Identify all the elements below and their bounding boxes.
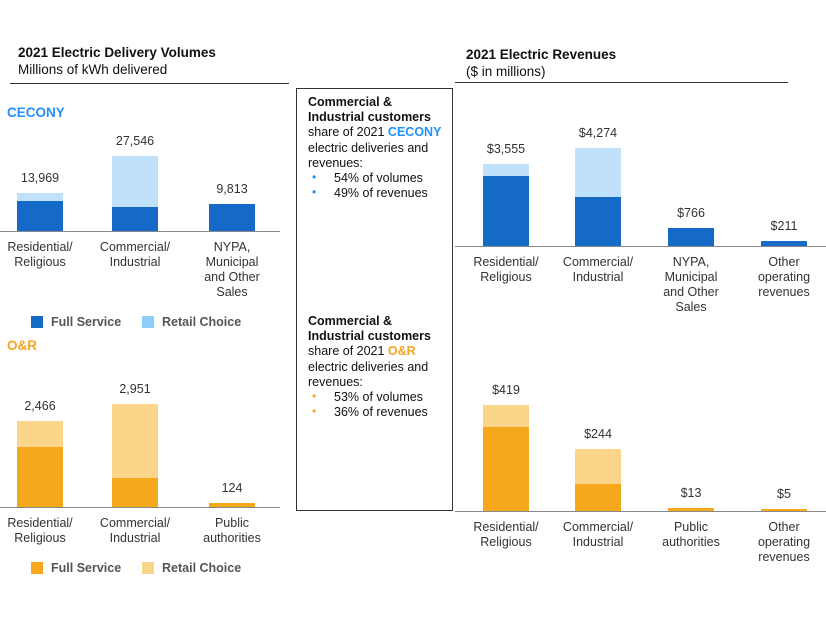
category-label: Commercial/ Industrial [562, 520, 634, 549]
bar-full-service [575, 196, 621, 246]
value-label: $5 [777, 487, 791, 501]
note-bullet: • 36% of revenues [312, 404, 428, 420]
bar-retail-choice [17, 192, 63, 202]
note-line: Commercial & [308, 314, 393, 328]
value-label: $211 [770, 219, 798, 234]
value-label: 27,546 [115, 134, 155, 148]
note-line: Industrial customers [308, 329, 431, 344]
cecony-label: CECONY [7, 105, 65, 120]
note-line: share of 2021 [308, 344, 388, 359]
bar-full-service [575, 483, 621, 511]
category-label: Residential/ Religious [473, 255, 539, 284]
value-label: $244 [584, 427, 612, 442]
legend-label: Retail Choice [162, 315, 242, 329]
legend-or-full: Full Service [31, 561, 121, 575]
note-bullet: • 53% of volumes [312, 389, 423, 405]
note-bullet: • 49% of revenues [312, 185, 428, 201]
category-label: Public authorities [662, 520, 720, 549]
value-label: $13 [680, 485, 702, 500]
legend-swatch [142, 316, 154, 328]
or-note: Commercial & Industrial customers share … [308, 314, 453, 420]
legend-cecony-retail: Retail Choice [142, 315, 241, 329]
category-label: NYPA, Municipal and Other Sales [204, 240, 260, 299]
legend-swatch [31, 562, 43, 574]
legend-swatch [31, 316, 43, 328]
note-line: electric deliveries and [308, 359, 429, 374]
note-line: Industrial customers [308, 110, 431, 125]
legend-or-retail: Retail Choice [142, 561, 241, 575]
bar-retail-choice [575, 449, 621, 484]
bar-full-service [112, 478, 158, 507]
note-line: Commercial & [308, 95, 393, 109]
x-axis [0, 231, 280, 232]
bar-full-service [483, 176, 529, 246]
bullet-text: 53% of volumes [334, 390, 423, 405]
value-label: $4,274 [578, 126, 618, 140]
left-title: 2021 Electric Delivery Volumes [18, 45, 216, 60]
bar-full-service [668, 507, 714, 511]
value-label: $3,555 [486, 142, 526, 157]
category-label: NYPA, Municipal and Other Sales [663, 255, 719, 314]
bullet-text: 54% of volumes [334, 171, 423, 186]
value-label: 124 [221, 480, 243, 495]
category-label: Residential/ Religious [7, 240, 73, 269]
bar-retail-choice [112, 156, 158, 208]
note-line: electric deliveries and [308, 140, 429, 155]
bar-full-service [483, 427, 529, 511]
value-label: 2,466 [24, 398, 56, 413]
left-divider [10, 83, 289, 84]
note-company: CECONY [387, 125, 442, 140]
category-label: Commercial/ Industrial [99, 516, 171, 545]
note-bullet: • 54% of volumes [312, 170, 423, 186]
category-label: Other operating revenues [757, 255, 811, 299]
bar-full-service [17, 201, 63, 231]
right-title: 2021 Electric Revenues [466, 47, 617, 62]
value-label: 13,969 [20, 170, 60, 185]
x-axis [455, 246, 826, 247]
category-label: Commercial/ Industrial [562, 255, 634, 284]
category-label: Residential/ Religious [7, 516, 73, 545]
bar-full-service [17, 446, 63, 507]
note-line: revenues: [308, 155, 363, 170]
bar-full-service [761, 509, 807, 511]
bar-retail-choice [575, 148, 621, 197]
value-label: 9,813 [216, 182, 248, 197]
category-label: Residential/ Religious [473, 520, 539, 549]
bar-retail-choice [17, 420, 63, 447]
legend-label: Retail Choice [162, 561, 242, 575]
bar-full-service [112, 207, 158, 231]
bar-full-service [761, 241, 807, 246]
category-label: Other operating revenues [757, 520, 811, 564]
bar-full-service [209, 204, 255, 231]
value-label: $766 [677, 206, 705, 221]
bar-retail-choice [483, 164, 529, 177]
bar-retail-choice [483, 405, 529, 427]
right-divider [455, 82, 788, 83]
value-label: $419 [492, 383, 520, 397]
legend-label: Full Service [51, 315, 122, 329]
bar-full-service [209, 502, 255, 507]
note-line: share of 2021 [308, 125, 388, 140]
bar-full-service [668, 228, 714, 246]
bar-retail-choice [112, 404, 158, 479]
callout-box: Commercial & Industrial customers share … [296, 88, 453, 511]
value-label: 2,951 [119, 382, 151, 396]
bullet-text: 49% of revenues [334, 186, 428, 201]
left-subtitle: Millions of kWh delivered [18, 62, 168, 77]
category-label: Public authorities [203, 516, 261, 545]
x-axis [455, 511, 826, 512]
cecony-note: Commercial & Industrial customers share … [308, 95, 453, 201]
right-subtitle: ($ in millions) [466, 64, 546, 79]
legend-label: Full Service [51, 561, 122, 575]
bullet-text: 36% of revenues [334, 405, 428, 420]
category-label: Commercial/ Industrial [99, 240, 171, 269]
note-company: O&R [387, 344, 416, 359]
x-axis [0, 507, 280, 508]
legend-cecony-full: Full Service [31, 315, 121, 329]
note-line: revenues: [308, 374, 363, 389]
or-label: O&R [7, 338, 37, 353]
legend-swatch [142, 562, 154, 574]
